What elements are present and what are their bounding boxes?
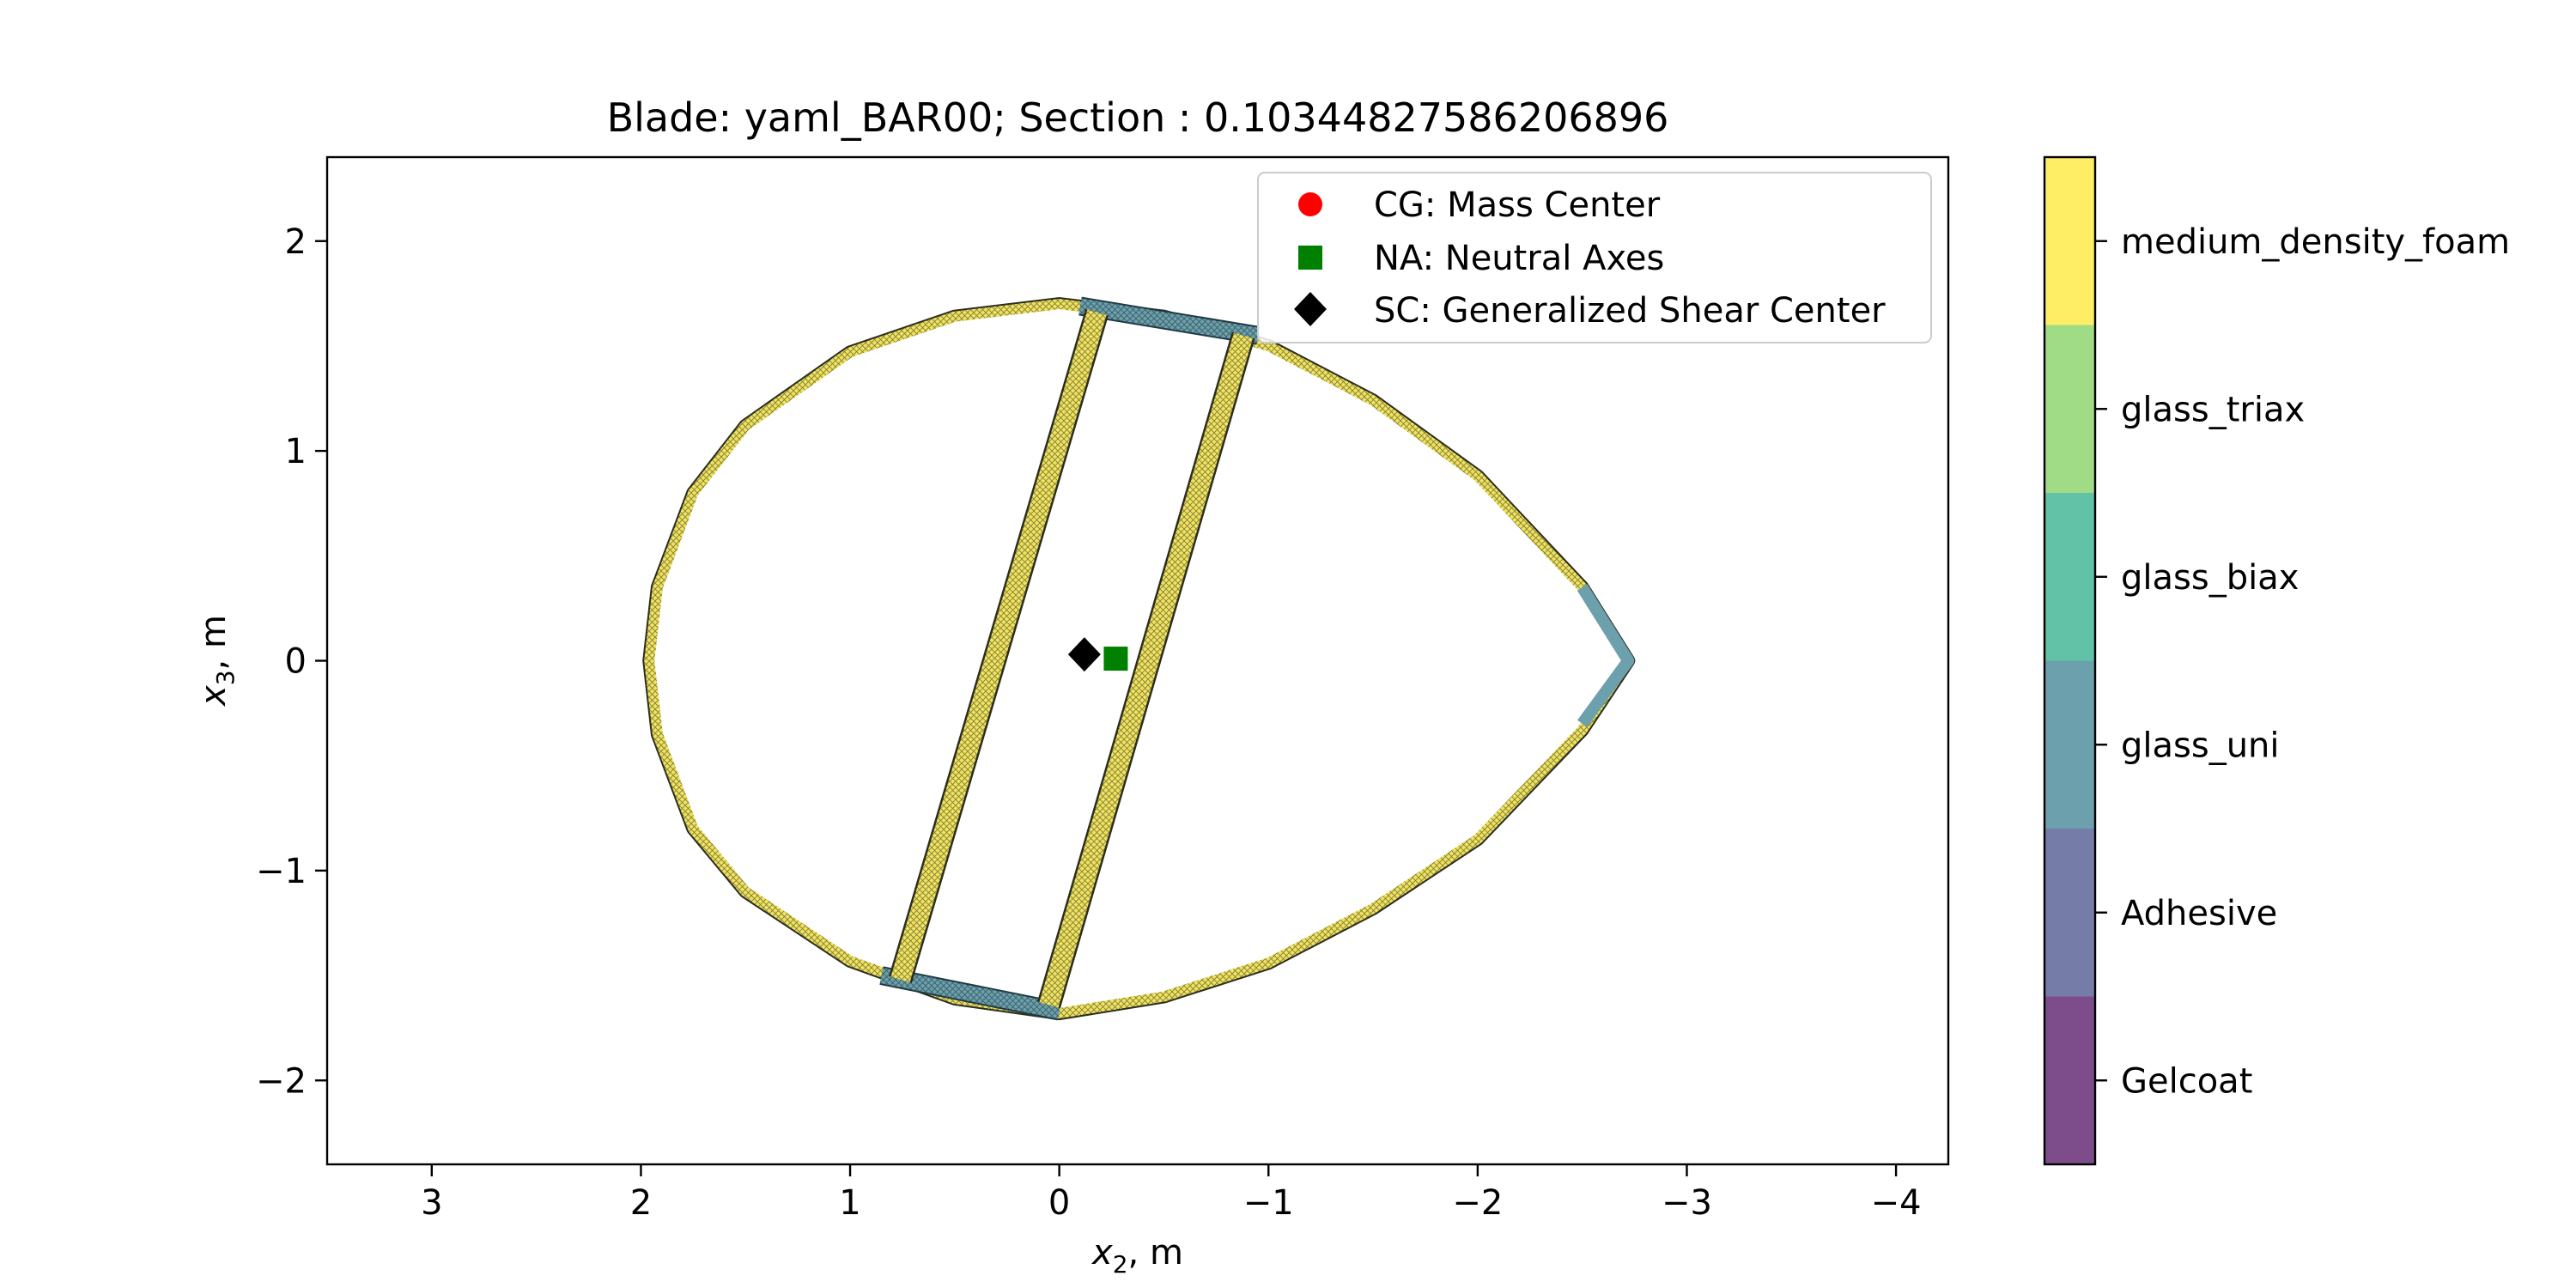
x-tick-label: −4: [1871, 1183, 1922, 1223]
x-axis-label-unit: , m: [1128, 1233, 1183, 1273]
legend: CG: Mass Center NA: Neutral Axes SC: Gen…: [1257, 172, 1932, 343]
chart-title: Blade: yaml_BAR00; Section : 0.103448275…: [607, 94, 1669, 141]
na-marker: [1103, 647, 1128, 671]
y-axis-ticks: 2 1 0 −1 −2: [256, 222, 327, 1101]
y-tick-label: −1: [256, 852, 307, 891]
legend-marker-sc: [1294, 292, 1327, 326]
y-axis-label: x3, m: [194, 615, 240, 708]
legend-label-na: NA: Neutral Axes: [1374, 239, 1664, 278]
x-tick-label: 0: [1048, 1183, 1070, 1223]
x-tick-label: −3: [1662, 1183, 1712, 1223]
colorbar-label: Adhesive: [2121, 894, 2277, 933]
colorbar-label: medium_density_foam: [2121, 222, 2510, 262]
y-tick-label: −2: [256, 1061, 307, 1101]
y-axis-label-sub: 3: [211, 670, 240, 685]
colorbar-swatch: [2044, 157, 2095, 325]
x-axis-label-sub: 2: [1113, 1250, 1128, 1279]
legend-marker-na: [1298, 246, 1322, 270]
x-tick-label: 3: [421, 1183, 442, 1223]
y-tick-label: 0: [285, 642, 307, 682]
x-tick-label: −1: [1243, 1183, 1294, 1223]
blade-cross-section: [642, 296, 1636, 1021]
y-tick-label: 2: [285, 222, 307, 262]
y-axis-label-unit: , m: [194, 615, 234, 670]
colorbar-label: glass_biax: [2121, 558, 2299, 598]
y-tick-label: 1: [285, 432, 307, 471]
colorbar-swatch: [2044, 325, 2095, 493]
colorbar-swatch: [2044, 660, 2095, 829]
x-axis-ticks: 3 2 1 0 −1 −2 −3 −4: [421, 1164, 1922, 1223]
colorbar-label: glass_triax: [2121, 390, 2305, 429]
x-axis-label-var: x: [1091, 1233, 1113, 1273]
x-tick-label: 2: [630, 1183, 652, 1223]
legend-label-cg: CG: Mass Center: [1374, 185, 1661, 225]
shear-web-2: [1039, 332, 1254, 1008]
x-tick-label: −2: [1452, 1183, 1503, 1223]
legend-marker-cg: [1298, 192, 1322, 216]
colorbar-label: glass_uni: [2121, 726, 2280, 765]
y-axis-label-var: x: [194, 685, 234, 708]
legend-label-sc: SC: Generalized Shear Center: [1374, 291, 1886, 331]
x-axis-label: x2, m: [1091, 1233, 1183, 1279]
spar-cap-upper: [1078, 298, 1260, 343]
trailing-edge: [1577, 584, 1635, 727]
colorbar-label: Gelcoat: [2121, 1061, 2252, 1101]
x-tick-label: 1: [839, 1183, 860, 1223]
reference-points: [1067, 637, 1128, 672]
colorbar-swatch: [2044, 996, 2095, 1164]
sc-marker: [1067, 637, 1101, 672]
colorbar: medium_density_foam glass_triax glass_biax…: [2043, 155, 2510, 1166]
shear-web-1: [890, 309, 1107, 983]
colorbar-frame: [2043, 155, 2097, 1166]
legend-box: [1257, 172, 1932, 343]
colorbar-swatch: [2044, 829, 2095, 997]
plot-area: [642, 296, 1636, 1021]
colorbar-swatch: [2044, 493, 2095, 661]
